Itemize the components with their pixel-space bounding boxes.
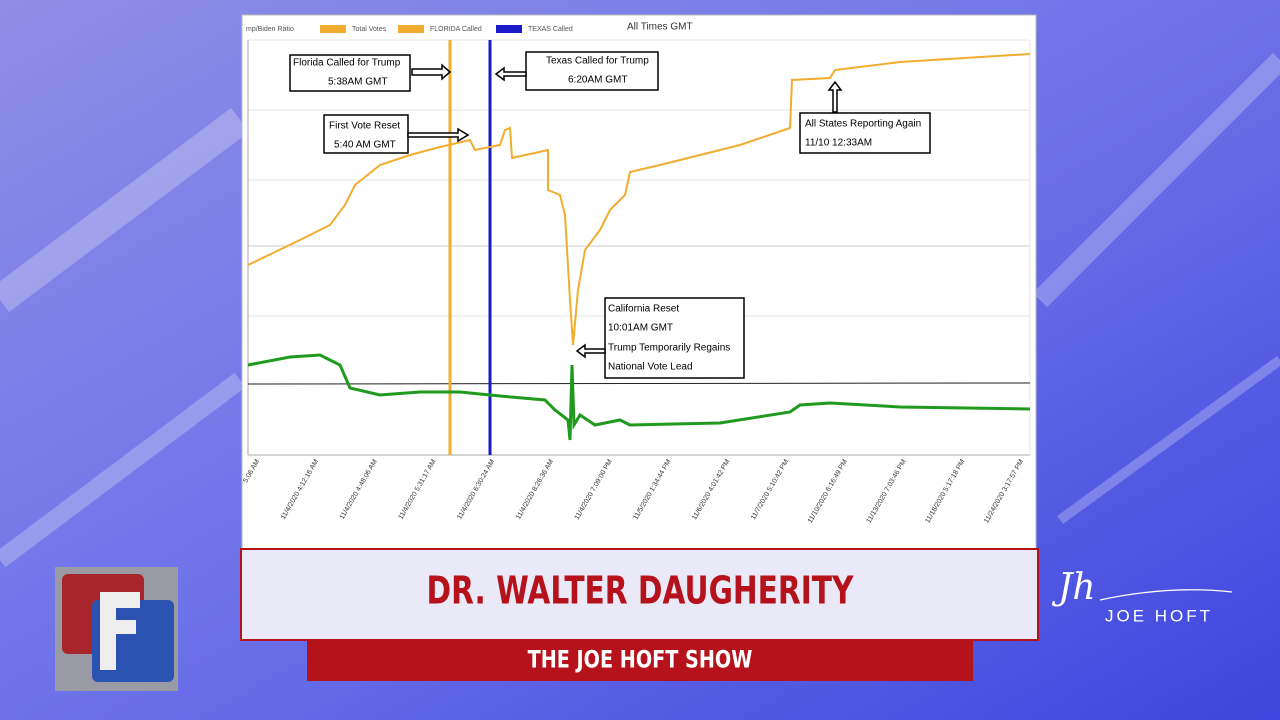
total-votes-line bbox=[247, 53, 1031, 346]
annotation-box bbox=[289, 54, 411, 92]
annotation-box bbox=[799, 112, 931, 154]
legend-label: Total Votes bbox=[352, 26, 387, 33]
legend: mp/Biden Ratio Total Votes FLORIDA Calle… bbox=[246, 22, 693, 33]
annotation-text: Texas Called for Trump bbox=[546, 56, 649, 67]
time-note: All Times GMT bbox=[627, 22, 693, 33]
annotation-text: Trump Temporarily Regains bbox=[608, 343, 730, 354]
channel-logo bbox=[55, 567, 178, 691]
legend-label: FLORIDA Called bbox=[430, 26, 482, 33]
chart-panel bbox=[241, 14, 1037, 550]
brand-monogram: Jh bbox=[1051, 567, 1096, 608]
annotation-text: Florida Called for Trump bbox=[293, 58, 401, 69]
guest-name: DR. WALTER DAUGHERITY bbox=[427, 569, 854, 614]
annotation-text: 5:40 AM GMT bbox=[334, 140, 396, 151]
parity-line bbox=[247, 382, 1031, 385]
name-plate bbox=[240, 548, 1039, 641]
brand-swoosh bbox=[1099, 589, 1233, 601]
show-name: THE JOE HOFT SHOW bbox=[528, 647, 753, 675]
annotation-box bbox=[525, 51, 659, 91]
ratio-line bbox=[247, 353, 1031, 441]
legend-label: mp/Biden Ratio bbox=[246, 26, 294, 33]
legend-swatch bbox=[398, 25, 424, 33]
annotation-text: 6:20AM GMT bbox=[568, 75, 627, 86]
annotation-arrows bbox=[407, 63, 843, 359]
legend-label: TEXAS Called bbox=[528, 26, 573, 33]
show-bar bbox=[307, 640, 973, 681]
grid bbox=[247, 39, 1031, 456]
annotations bbox=[289, 51, 931, 379]
annotation-text: All States Reporting Again bbox=[805, 119, 921, 130]
annotation-text: 11/10 12:33AM bbox=[805, 138, 872, 149]
annotation-text: National Vote Lead bbox=[608, 362, 693, 373]
light-streaks bbox=[0, 52, 1280, 568]
annotation-box bbox=[604, 297, 745, 379]
brand-name: JOE HOFT bbox=[1105, 606, 1213, 625]
annotation-text: California Reset bbox=[608, 304, 679, 315]
annotation-text: First Vote Reset bbox=[329, 121, 400, 132]
legend-swatch bbox=[320, 25, 346, 33]
annotation-text: 10:01AM GMT bbox=[608, 323, 673, 334]
annotation-text: 5:38AM GMT bbox=[328, 77, 387, 88]
legend-swatch bbox=[496, 25, 522, 33]
